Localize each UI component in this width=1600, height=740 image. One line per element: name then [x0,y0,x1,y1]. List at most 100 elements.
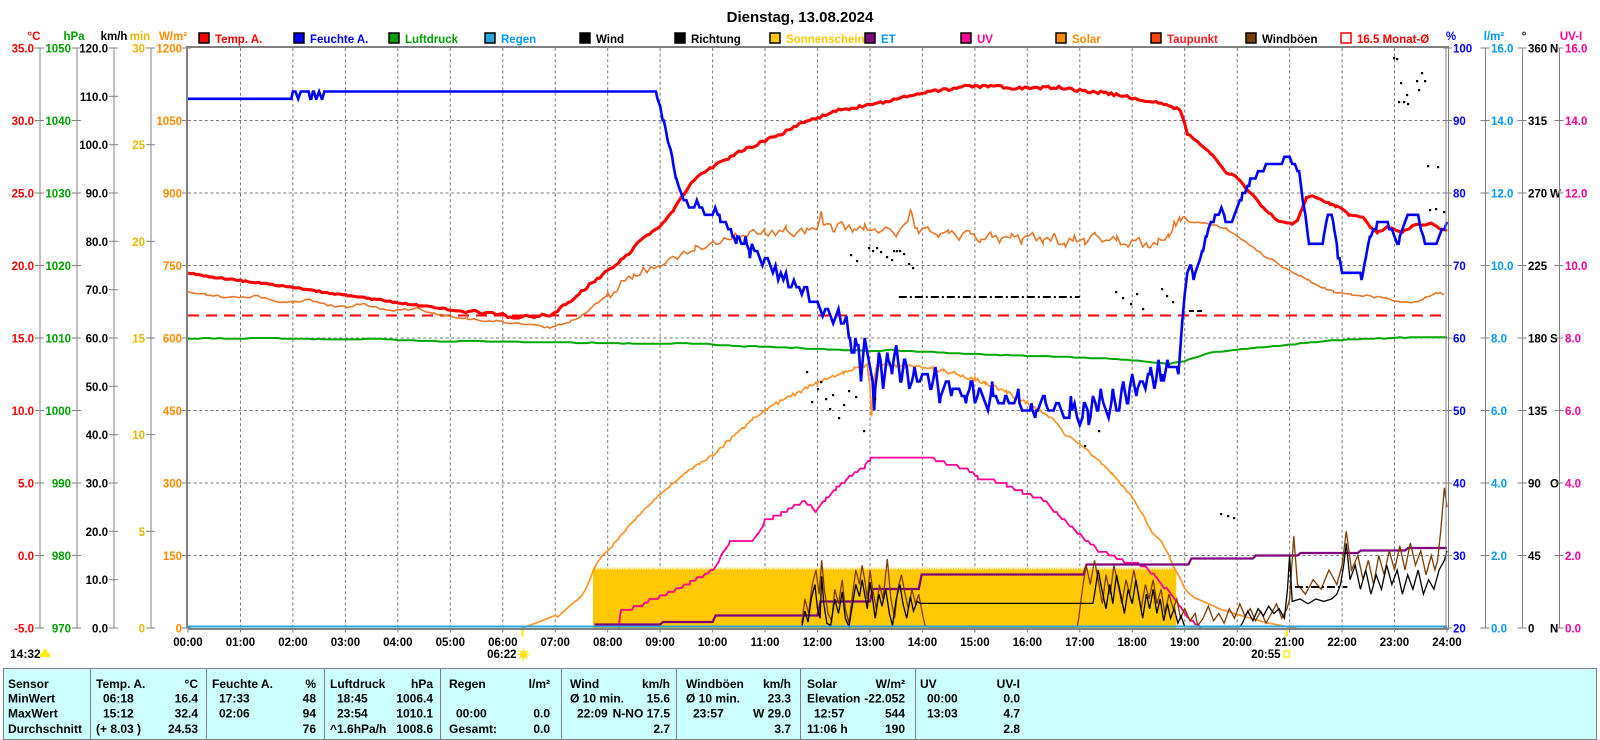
svg-text:20: 20 [1453,624,1466,636]
svg-text:70.0: 70.0 [86,285,108,297]
svg-text:5.0: 5.0 [18,479,34,491]
svg-text:10: 10 [132,430,145,442]
svg-text:1010.1: 1010.1 [396,707,433,721]
svg-text:00:00: 00:00 [927,692,958,706]
svg-text:0.0: 0.0 [1491,624,1507,636]
svg-text:11:06 h: 11:06 h [807,722,848,736]
svg-text:2.0: 2.0 [1565,551,1581,563]
svg-text:Ø 10 min.: Ø 10 min. [570,692,624,706]
svg-text:150: 150 [163,551,182,563]
svg-text:1020: 1020 [45,261,71,273]
svg-text:18:45: 18:45 [337,692,368,706]
svg-text:15: 15 [132,334,145,346]
svg-text:08:00: 08:00 [593,637,622,649]
svg-text:02:00: 02:00 [278,637,307,649]
svg-text:15.6: 15.6 [647,692,671,706]
svg-text:1000: 1000 [45,406,71,418]
svg-text:14:00: 14:00 [908,637,937,649]
svg-text:UV-I: UV-I [997,677,1020,691]
svg-text:°C: °C [28,31,41,43]
svg-text:900: 900 [163,189,182,201]
svg-text:25.0: 25.0 [12,189,34,201]
svg-text:2.8: 2.8 [1003,722,1020,736]
svg-text:hPa: hPa [411,677,433,691]
svg-text:01:00: 01:00 [226,637,255,649]
svg-text:24.53: 24.53 [168,722,198,736]
svg-text:°: ° [1522,31,1527,43]
svg-text:MaxWert: MaxWert [8,707,58,721]
svg-text:km/h: km/h [101,31,128,43]
svg-text:16.0: 16.0 [1491,44,1513,56]
svg-text:05:00: 05:00 [436,637,465,649]
svg-text:Wind: Wind [596,34,624,46]
svg-text:17:33: 17:33 [219,692,250,706]
svg-text:1010: 1010 [45,334,71,346]
svg-text:40.0: 40.0 [86,430,108,442]
svg-text:12.0: 12.0 [1491,189,1513,201]
svg-text:32.4: 32.4 [175,707,199,721]
svg-text:Regen: Regen [449,677,486,691]
svg-text:19:00: 19:00 [1170,637,1199,649]
svg-text:S: S [1550,334,1558,346]
svg-text:(+ 8.03 ): (+ 8.03 ) [96,722,141,736]
svg-text:Feuchte A.: Feuchte A. [212,677,273,691]
svg-text:1050: 1050 [156,116,182,128]
svg-text:Ø 10 min.: Ø 10 min. [686,692,740,706]
svg-text:90.0: 90.0 [86,189,108,201]
svg-text:Sonnenschein: Sonnenschein [786,34,865,46]
svg-text:23:57: 23:57 [693,707,724,721]
svg-text:13:00: 13:00 [855,637,884,649]
svg-text:06:18: 06:18 [103,692,134,706]
svg-text:10.0: 10.0 [1491,261,1513,273]
svg-text:02:06: 02:06 [219,707,250,721]
svg-text:30: 30 [1453,551,1466,563]
svg-text:70: 70 [1453,261,1466,273]
svg-text:300: 300 [163,479,182,491]
svg-text:15:12: 15:12 [103,707,134,721]
svg-text:09:00: 09:00 [645,637,674,649]
svg-text:16:00: 16:00 [1013,637,1042,649]
svg-text:24:00: 24:00 [1432,637,1461,649]
svg-text:Elevation: Elevation [807,692,860,706]
svg-text:23:00: 23:00 [1380,637,1409,649]
svg-text:km/h: km/h [642,677,670,691]
svg-text:20:00: 20:00 [1222,637,1251,649]
svg-text:80: 80 [1453,189,1466,201]
svg-text:270: 270 [1528,189,1547,201]
svg-text:N: N [1550,44,1558,56]
svg-text:°C: °C [185,677,199,691]
svg-text:2.0: 2.0 [1491,551,1507,563]
svg-text:0.0: 0.0 [18,551,34,563]
svg-text:970: 970 [52,624,71,636]
svg-text:10:00: 10:00 [698,637,727,649]
svg-text:30.0: 30.0 [86,479,108,491]
svg-text:UV: UV [977,34,993,46]
svg-text:N-NO 17.5: N-NO 17.5 [613,707,671,721]
svg-text:%: % [305,677,316,691]
svg-text:40: 40 [1453,479,1466,491]
svg-text:15.0: 15.0 [12,334,34,346]
svg-text:06:00: 06:00 [488,637,517,649]
svg-text:00:00: 00:00 [173,637,202,649]
svg-text:-5.0: -5.0 [14,624,34,636]
svg-text:%: % [1446,31,1456,43]
svg-text:1200: 1200 [156,44,182,56]
svg-text:-22.052: -22.052 [864,692,905,706]
svg-text:50: 50 [1453,406,1466,418]
svg-text:MinWert: MinWert [8,692,55,706]
svg-text:Solar: Solar [1072,34,1101,46]
svg-text:UV-I: UV-I [1560,31,1582,43]
svg-text:45: 45 [1528,551,1541,563]
svg-text:76: 76 [303,722,317,736]
svg-text:20.0: 20.0 [86,527,108,539]
svg-text:17:00: 17:00 [1065,637,1094,649]
svg-text:hPa: hPa [63,31,85,43]
svg-text:22:09: 22:09 [577,707,608,721]
svg-text:1030: 1030 [45,189,71,201]
svg-text:W/m²: W/m² [159,31,187,43]
svg-text:W 29.0: W 29.0 [753,707,791,721]
svg-text:0: 0 [176,624,182,636]
svg-text:16.5 Monat-Ø: 16.5 Monat-Ø [1357,34,1429,46]
svg-text:750: 750 [163,261,182,273]
svg-text:Solar: Solar [807,677,837,691]
